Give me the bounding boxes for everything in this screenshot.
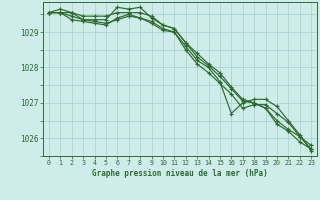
X-axis label: Graphe pression niveau de la mer (hPa): Graphe pression niveau de la mer (hPa)	[92, 169, 268, 178]
